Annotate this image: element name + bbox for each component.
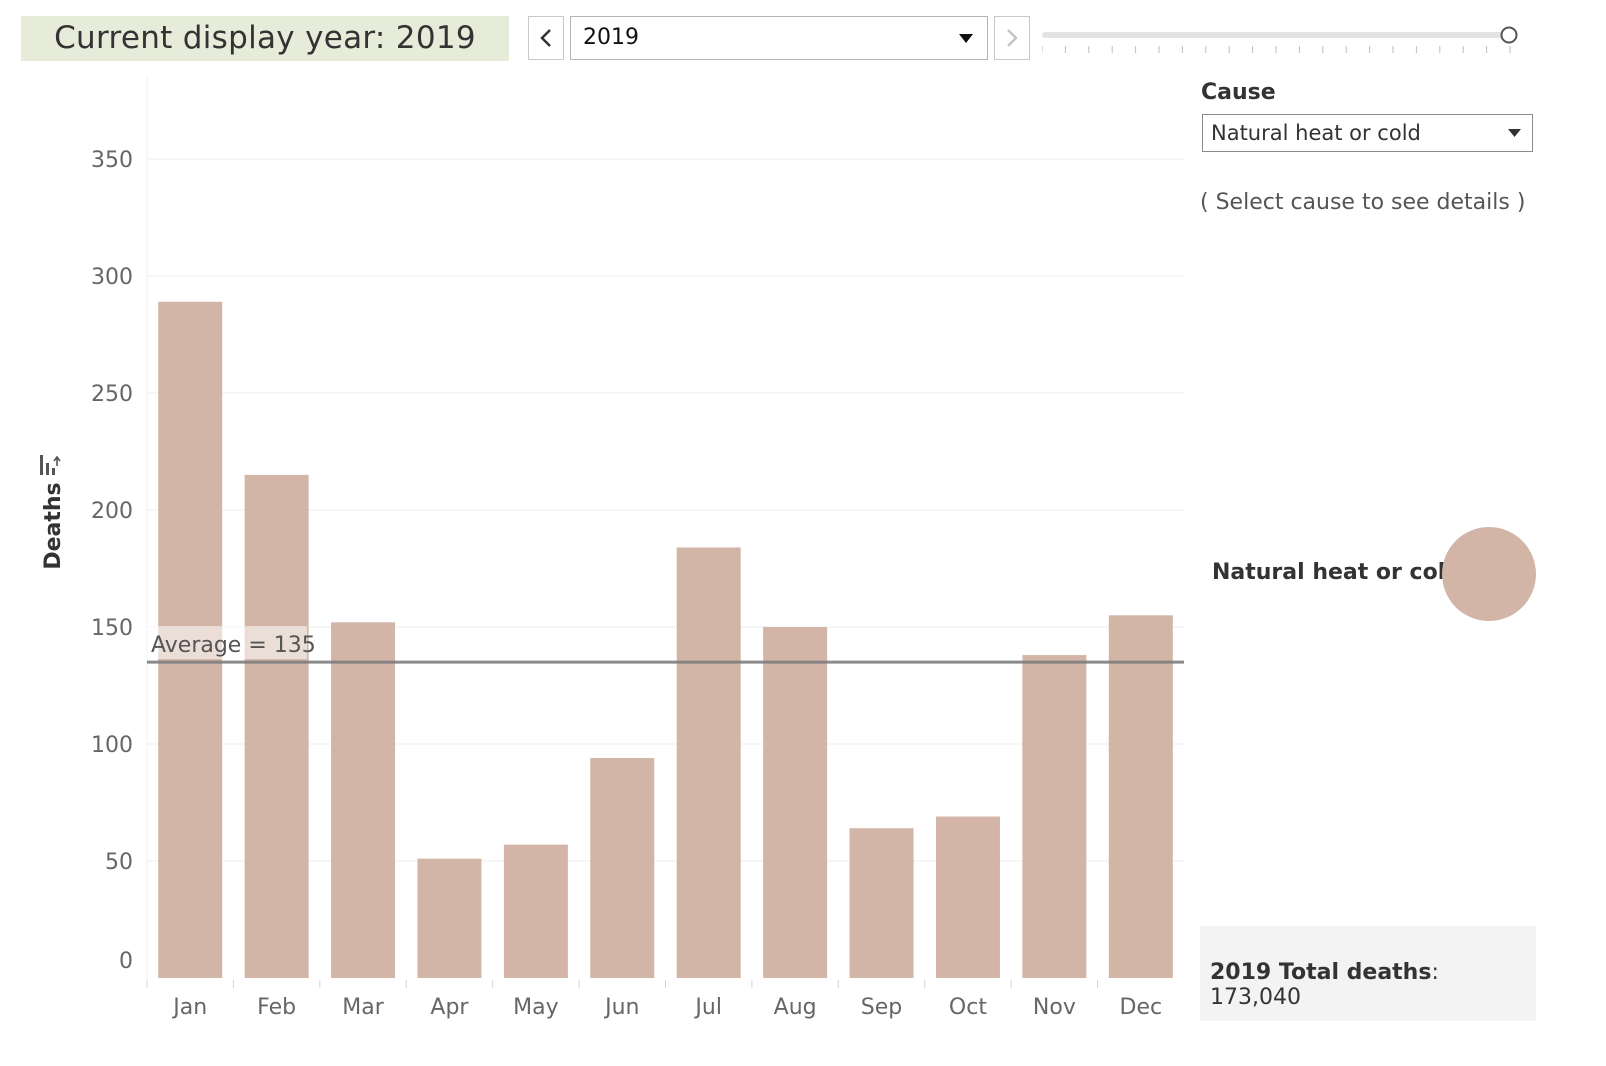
x-tick-label: Oct (949, 995, 987, 1020)
year-dropdown-value: 2019 (583, 25, 639, 50)
x-axis-ticks: Jan Feb Mar Apr May Jun Jul Aug Sep Oct Nov Dec (146, 980, 1163, 1020)
chevron-left-icon (540, 29, 551, 47)
y-tick-label: 200 (91, 499, 133, 524)
x-tick-label: Jan (171, 995, 207, 1020)
average-line-group: Average = 135 (147, 626, 1184, 664)
slider-handle[interactable] (1500, 26, 1518, 44)
caret-down-icon (959, 34, 973, 43)
x-tick-label: Jul (693, 995, 722, 1020)
average-label-bg (147, 626, 307, 660)
deaths-bar-chart: 0 50 100 150 200 250 300 350 Jan Feb Mar Apr May Jun… (40, 76, 1184, 1020)
total-deaths-label: 2019 Total deaths (1210, 960, 1432, 985)
y-tick-label: 50 (105, 850, 133, 875)
year-slider[interactable] (1042, 22, 1522, 58)
y-axis-title-group: Deaths (40, 455, 66, 570)
bars (158, 301, 1173, 978)
bar-apr[interactable] (417, 858, 482, 978)
bar-jul[interactable] (676, 547, 741, 978)
sort-icon[interactable] (40, 455, 61, 475)
grid-lines (146, 76, 1184, 986)
bar-jun[interactable] (590, 758, 655, 978)
x-tick-label: Apr (430, 995, 469, 1020)
cause-filter-label: Cause (1201, 80, 1276, 105)
y-tick-label: 100 (91, 733, 133, 758)
bar-mar[interactable] (331, 622, 396, 978)
slider-track (1042, 32, 1510, 38)
legend-swatch[interactable] (1442, 527, 1536, 621)
current-display-year: Current display year: 2019 (21, 16, 509, 61)
y-tick-label: 350 (91, 148, 133, 173)
bar-oct[interactable] (935, 816, 1000, 978)
next-year-button[interactable] (994, 16, 1030, 60)
y-tick-label: 0 (119, 949, 133, 974)
bar-aug[interactable] (763, 627, 828, 978)
cause-dropdown[interactable]: Natural heat or cold (1202, 114, 1533, 152)
y-tick-label: 300 (91, 265, 133, 290)
y-axis-title: Deaths (41, 482, 66, 569)
cause-hint-text: ( Select cause to see details ) (1200, 190, 1526, 215)
y-tick-label: 150 (91, 616, 133, 641)
x-tick-label: Feb (257, 995, 296, 1020)
bar-feb[interactable] (244, 474, 309, 978)
total-deaths-value: : 173,040 (1210, 960, 1439, 1010)
x-tick-label: Sep (861, 995, 902, 1020)
bar-may[interactable] (503, 844, 568, 978)
y-tick-label: 250 (91, 382, 133, 407)
x-tick-label: Dec (1120, 995, 1163, 1020)
slider-ticks (1042, 46, 1511, 53)
bar-dec[interactable] (1108, 615, 1173, 978)
bar-nov[interactable] (1022, 655, 1087, 978)
average-label: Average = 135 (151, 633, 316, 658)
cause-dropdown-value: Natural heat or cold (1211, 121, 1421, 145)
x-tick-label: Mar (342, 995, 384, 1020)
caret-down-icon (1508, 129, 1521, 137)
y-axis-ticks: 0 50 100 150 200 250 300 350 (91, 148, 133, 974)
total-deaths-box: 2019 Total deaths: 173,040 (1200, 926, 1536, 1021)
year-dropdown[interactable]: 2019 (570, 16, 988, 60)
x-tick-label: May (513, 995, 558, 1020)
x-tick-label: Aug (774, 995, 817, 1020)
legend-label: Natural heat or cold (1212, 560, 1462, 585)
previous-year-button[interactable] (528, 16, 564, 60)
x-tick-label: Nov (1033, 995, 1076, 1020)
bar-sep[interactable] (849, 828, 914, 978)
x-tick-label: Jun (603, 995, 639, 1020)
chevron-right-icon (1007, 29, 1018, 47)
